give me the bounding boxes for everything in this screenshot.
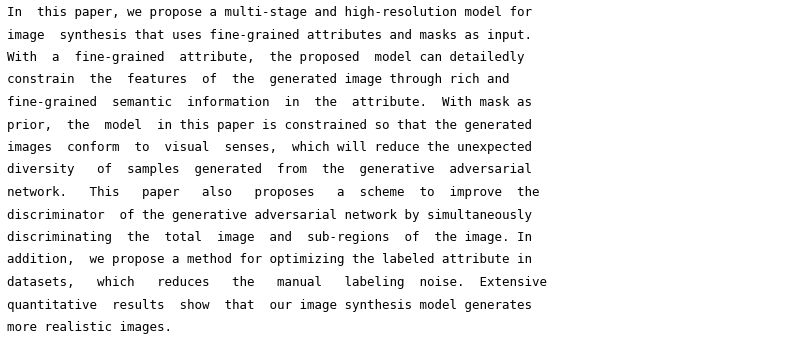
Text: addition,  we propose a method for optimizing the labeled attribute in: addition, we propose a method for optimi… bbox=[7, 253, 532, 266]
Text: more realistic images.: more realistic images. bbox=[7, 321, 172, 334]
Text: With  a  fine-grained  attribute,  the proposed  model can detailedly: With a fine-grained attribute, the propo… bbox=[7, 51, 525, 64]
Text: In  this paper, we propose a multi-stage and high-resolution model for: In this paper, we propose a multi-stage … bbox=[7, 6, 532, 19]
Text: discriminating  the  total  image  and  sub-regions  of  the image. In: discriminating the total image and sub-r… bbox=[7, 231, 532, 244]
Text: constrain  the  features  of  the  generated image through rich and: constrain the features of the generated … bbox=[7, 74, 510, 87]
Text: fine-grained  semantic  information  in  the  attribute.  With mask as: fine-grained semantic information in the… bbox=[7, 96, 532, 109]
Text: images  conform  to  visual  senses,  which will reduce the unexpected: images conform to visual senses, which w… bbox=[7, 141, 532, 154]
Text: network.   This   paper   also   proposes   a  scheme  to  improve  the: network. This paper also proposes a sche… bbox=[7, 186, 540, 199]
Text: quantitative  results  show  that  our image synthesis model generates: quantitative results show that our image… bbox=[7, 298, 532, 312]
Text: prior,  the  model  in this paper is constrained so that the generated: prior, the model in this paper is constr… bbox=[7, 118, 532, 131]
Text: discriminator  of the generative adversarial network by simultaneously: discriminator of the generative adversar… bbox=[7, 209, 532, 222]
Text: image  synthesis that uses fine-grained attributes and masks as input.: image synthesis that uses fine-grained a… bbox=[7, 28, 532, 42]
Text: datasets,   which   reduces   the   manual   labeling  noise.  Extensive: datasets, which reduces the manual label… bbox=[7, 276, 547, 289]
Text: diversity   of  samples  generated  from  the  generative  adversarial: diversity of samples generated from the … bbox=[7, 163, 532, 177]
